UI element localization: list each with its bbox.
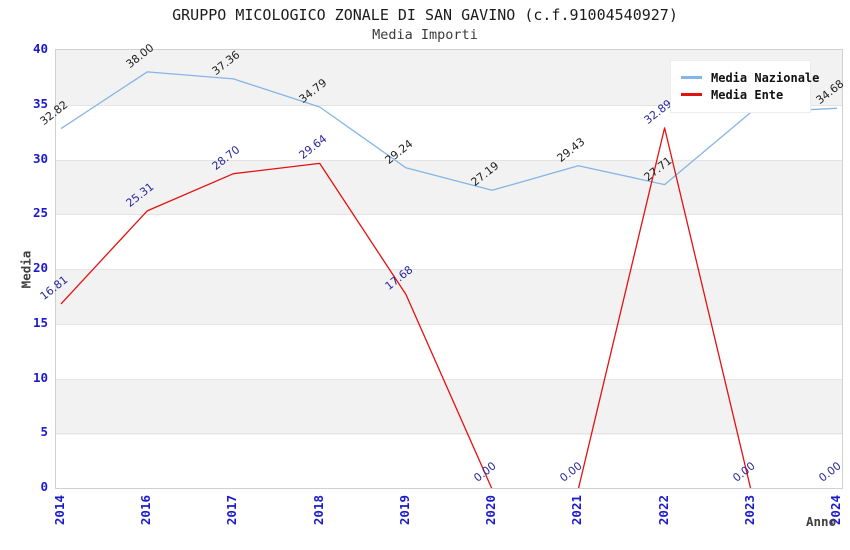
- x-tick-label-2016: 2016: [138, 495, 154, 526]
- gridline: [56, 378, 842, 380]
- x-tick-label-2023: 2023: [741, 495, 757, 526]
- x-tick-label-2021: 2021: [569, 495, 585, 526]
- legend: Media Nazionale Media Ente: [670, 60, 819, 113]
- y-tick-label-10: 10: [32, 369, 48, 385]
- x-axis-title: Anno: [806, 514, 837, 529]
- chart-subtitle: Media Importi: [372, 27, 478, 43]
- gridline: [56, 269, 842, 270]
- y-tick-label-40: 40: [32, 41, 48, 56]
- y-tick-label-30: 30: [32, 150, 48, 166]
- legend-item-media-ente: Media Ente: [681, 87, 800, 102]
- gridline: [56, 104, 842, 106]
- gridline: [56, 159, 842, 161]
- legend-label-ente: Media Ente: [711, 87, 784, 102]
- y-tick-label-0: 0: [40, 479, 48, 494]
- x-tick-label-2019: 2019: [396, 495, 412, 526]
- legend-item-media-nazionale: Media Nazionale: [681, 70, 819, 85]
- y-axis-title: Media: [18, 250, 34, 289]
- series-line-1: [60, 127, 752, 488]
- y-tick-label-20: 20: [32, 260, 48, 275]
- y-tick-label-5: 5: [40, 424, 48, 440]
- gridline: [56, 323, 842, 325]
- line-series-plot: [60, 71, 838, 488]
- x-tick-label-2020: 2020: [483, 495, 499, 526]
- series-line-0: [60, 71, 838, 191]
- gridline: [56, 214, 842, 216]
- gridline: [56, 433, 842, 435]
- legend-line-swatch-ente: [681, 93, 702, 96]
- y-tick-label-15: 15: [32, 314, 48, 330]
- x-tick-label-2014: 2014: [52, 495, 67, 526]
- x-tick-label-2022: 2022: [655, 495, 671, 526]
- chart-title: GRUPPO MICOLOGICO ZONALE DI SAN GAVINO (…: [172, 6, 678, 24]
- x-tick-label-2018: 2018: [310, 495, 326, 526]
- legend-line-swatch-nazionale: [681, 76, 702, 79]
- y-tick-label-25: 25: [32, 205, 48, 221]
- y-tick-label-35: 35: [32, 95, 48, 111]
- x-tick-label-2017: 2017: [224, 495, 240, 526]
- legend-label-nazionale: Media Nazionale: [711, 70, 820, 85]
- plot-area: 32.82 38.00 37.36 34.79 29.24 27.19 29.43 27.71…: [38, 41, 846, 489]
